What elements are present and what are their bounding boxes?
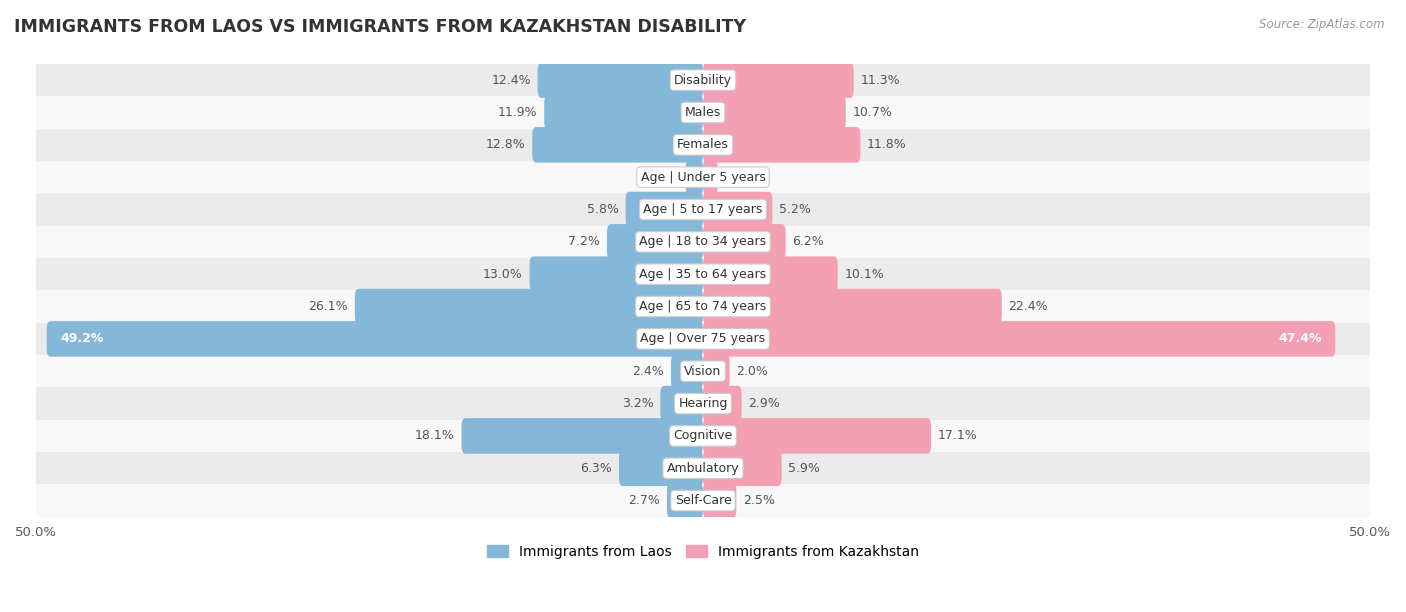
Text: Vision: Vision	[685, 365, 721, 378]
Text: 26.1%: 26.1%	[308, 300, 349, 313]
Text: Age | 35 to 64 years: Age | 35 to 64 years	[640, 267, 766, 281]
Bar	[37, 129, 1369, 161]
Text: Self-Care: Self-Care	[675, 494, 731, 507]
FancyBboxPatch shape	[537, 62, 703, 98]
Text: 18.1%: 18.1%	[415, 430, 456, 442]
FancyBboxPatch shape	[703, 192, 772, 227]
Text: 12.8%: 12.8%	[486, 138, 526, 151]
Text: Ambulatory: Ambulatory	[666, 462, 740, 475]
Text: Age | 18 to 34 years: Age | 18 to 34 years	[640, 236, 766, 248]
Text: 6.3%: 6.3%	[581, 462, 612, 475]
FancyBboxPatch shape	[703, 159, 717, 195]
FancyBboxPatch shape	[661, 386, 703, 422]
FancyBboxPatch shape	[544, 95, 703, 130]
FancyBboxPatch shape	[666, 483, 703, 518]
Text: Disability: Disability	[673, 73, 733, 87]
Bar	[37, 226, 1369, 258]
Text: Hearing: Hearing	[678, 397, 728, 410]
Text: Age | Over 75 years: Age | Over 75 years	[641, 332, 765, 345]
Text: 11.8%: 11.8%	[868, 138, 907, 151]
FancyBboxPatch shape	[626, 192, 703, 227]
Text: 1.3%: 1.3%	[647, 171, 679, 184]
Text: Males: Males	[685, 106, 721, 119]
FancyBboxPatch shape	[703, 256, 838, 292]
Text: 2.5%: 2.5%	[742, 494, 775, 507]
FancyBboxPatch shape	[703, 127, 860, 163]
Text: 2.7%: 2.7%	[628, 494, 661, 507]
FancyBboxPatch shape	[703, 62, 853, 98]
Text: Females: Females	[678, 138, 728, 151]
FancyBboxPatch shape	[461, 418, 703, 453]
Text: 47.4%: 47.4%	[1278, 332, 1322, 345]
FancyBboxPatch shape	[686, 159, 703, 195]
Bar	[37, 355, 1369, 387]
Text: 17.1%: 17.1%	[938, 430, 977, 442]
FancyBboxPatch shape	[607, 224, 703, 259]
FancyBboxPatch shape	[703, 483, 737, 518]
Text: 11.9%: 11.9%	[498, 106, 537, 119]
Text: 11.3%: 11.3%	[860, 73, 900, 87]
Text: Cognitive: Cognitive	[673, 430, 733, 442]
Text: 10.1%: 10.1%	[845, 267, 884, 281]
FancyBboxPatch shape	[46, 321, 703, 357]
FancyBboxPatch shape	[703, 321, 1336, 357]
FancyBboxPatch shape	[703, 386, 742, 422]
Text: 13.0%: 13.0%	[484, 267, 523, 281]
Bar	[37, 96, 1369, 129]
Bar	[37, 420, 1369, 452]
Text: 5.8%: 5.8%	[586, 203, 619, 216]
FancyBboxPatch shape	[619, 450, 703, 486]
Text: 5.2%: 5.2%	[779, 203, 811, 216]
Text: 1.1%: 1.1%	[724, 171, 756, 184]
Bar	[37, 258, 1369, 290]
Bar	[37, 387, 1369, 420]
Bar	[37, 290, 1369, 323]
Text: Age | 65 to 74 years: Age | 65 to 74 years	[640, 300, 766, 313]
FancyBboxPatch shape	[533, 127, 703, 163]
Text: 5.9%: 5.9%	[789, 462, 820, 475]
FancyBboxPatch shape	[703, 418, 931, 453]
FancyBboxPatch shape	[703, 289, 1002, 324]
Bar	[37, 64, 1369, 96]
Legend: Immigrants from Laos, Immigrants from Kazakhstan: Immigrants from Laos, Immigrants from Ka…	[482, 539, 924, 564]
FancyBboxPatch shape	[703, 354, 730, 389]
Text: 10.7%: 10.7%	[852, 106, 893, 119]
Text: Source: ZipAtlas.com: Source: ZipAtlas.com	[1260, 18, 1385, 31]
Text: 2.4%: 2.4%	[633, 365, 664, 378]
Bar	[37, 485, 1369, 517]
FancyBboxPatch shape	[354, 289, 703, 324]
Text: Age | Under 5 years: Age | Under 5 years	[641, 171, 765, 184]
Text: 2.9%: 2.9%	[748, 397, 780, 410]
Bar	[37, 452, 1369, 485]
Bar	[37, 323, 1369, 355]
Text: 6.2%: 6.2%	[793, 236, 824, 248]
Bar	[37, 161, 1369, 193]
Text: 22.4%: 22.4%	[1008, 300, 1047, 313]
FancyBboxPatch shape	[703, 450, 782, 486]
Text: Age | 5 to 17 years: Age | 5 to 17 years	[644, 203, 762, 216]
Text: 7.2%: 7.2%	[568, 236, 600, 248]
FancyBboxPatch shape	[530, 256, 703, 292]
Text: IMMIGRANTS FROM LAOS VS IMMIGRANTS FROM KAZAKHSTAN DISABILITY: IMMIGRANTS FROM LAOS VS IMMIGRANTS FROM …	[14, 18, 747, 36]
Text: 49.2%: 49.2%	[60, 332, 104, 345]
Text: 12.4%: 12.4%	[491, 73, 531, 87]
Text: 2.0%: 2.0%	[737, 365, 768, 378]
FancyBboxPatch shape	[671, 354, 703, 389]
Bar	[37, 193, 1369, 226]
FancyBboxPatch shape	[703, 95, 846, 130]
Text: 3.2%: 3.2%	[621, 397, 654, 410]
FancyBboxPatch shape	[703, 224, 786, 259]
